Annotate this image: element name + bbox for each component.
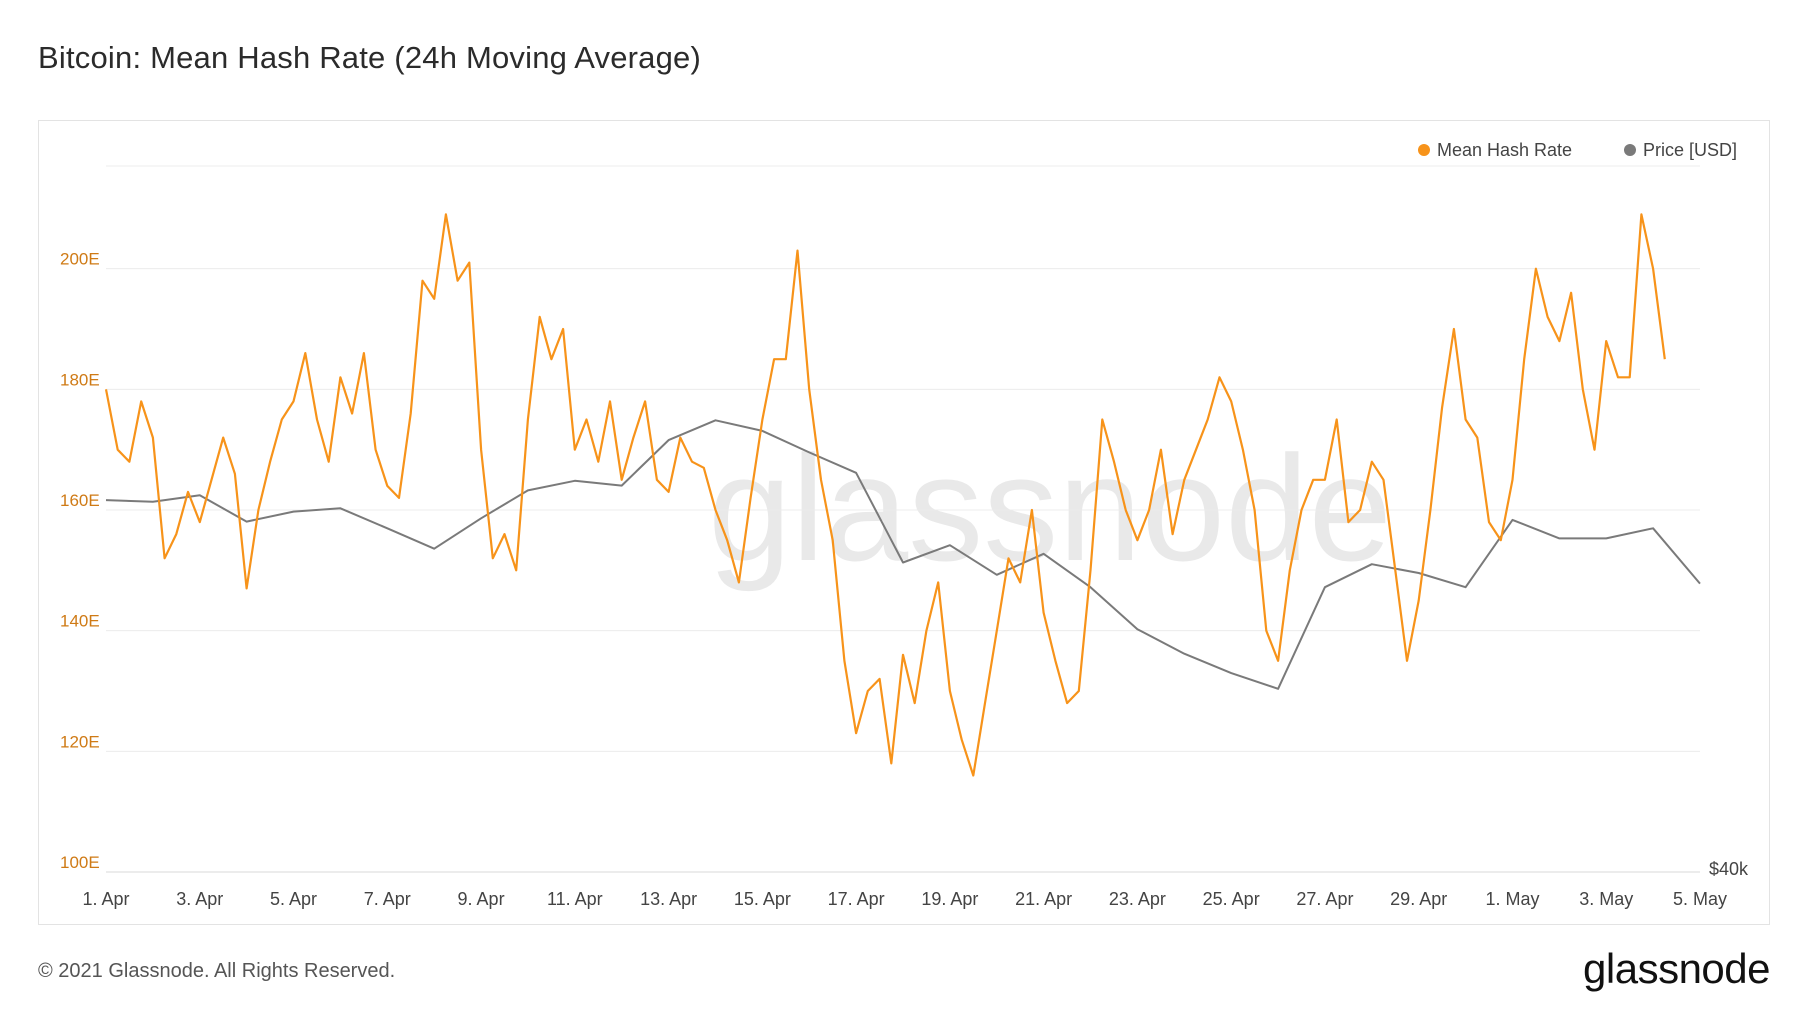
footer-copyright: © 2021 Glassnode. All Rights Reserved. — [38, 960, 396, 982]
series-line-price-usd — [105, 419, 1701, 690]
y-tick-label: 100E — [60, 853, 100, 872]
y-axis-left: 100E 120E 140E 160E 180E 200E — [60, 250, 100, 872]
x-tick-label: 17. Apr — [828, 889, 885, 909]
x-tick-label: 5. May — [1673, 889, 1727, 909]
glassnode-logo: glassnode — [1583, 945, 1770, 992]
x-tick-label: 21. Apr — [1015, 889, 1072, 909]
chart-title: Bitcoin: Mean Hash Rate (24h Moving Aver… — [38, 40, 702, 75]
x-tick-label: 1. Apr — [82, 889, 129, 909]
grid-layer — [106, 165, 1700, 873]
legend-dot-icon — [1624, 144, 1636, 156]
legend-label: Price [USD] — [1643, 139, 1738, 160]
y-tick-label: 200E — [60, 250, 100, 269]
x-tick-label: 3. Apr — [176, 889, 223, 909]
y-right-tick-label: $40k — [1709, 859, 1749, 879]
x-tick-label: 23. Apr — [1109, 889, 1166, 909]
series-line-mean-hash-rate — [104, 213, 1666, 777]
watermark: glassnode — [708, 424, 1392, 592]
x-tick-label: 3. May — [1579, 889, 1633, 909]
y-tick-label: 160E — [60, 491, 100, 510]
legend-item-mean-hash-rate[interactable]: Mean Hash Rate — [1418, 138, 1572, 162]
x-tick-label: 19. Apr — [921, 889, 978, 909]
x-tick-label: 5. Apr — [270, 889, 317, 909]
x-tick-label: 25. Apr — [1203, 889, 1260, 909]
series-layer — [104, 213, 1701, 777]
x-tick-label: 1. May — [1485, 889, 1539, 909]
legend-label: Mean Hash Rate — [1437, 139, 1573, 160]
legend-item-price-usd[interactable]: Price [USD] — [1624, 138, 1737, 162]
y-tick-label: 140E — [60, 612, 100, 631]
x-tick-label: 15. Apr — [734, 889, 791, 909]
x-tick-label: 29. Apr — [1390, 889, 1447, 909]
x-tick-label: 7. Apr — [364, 889, 411, 909]
legend-dot-icon — [1418, 144, 1430, 156]
x-axis: 1. Apr 3. Apr 5. Apr 7. Apr 9. Apr 11. Apr 13.… — [82, 889, 1727, 909]
x-tick-label: 13. Apr — [640, 889, 697, 909]
x-tick-label: 27. Apr — [1296, 889, 1353, 909]
chart-frame — [38, 120, 1770, 925]
y-tick-label: 120E — [60, 732, 100, 751]
x-tick-label: 11. Apr — [547, 889, 603, 909]
x-tick-label: 9. Apr — [458, 889, 505, 909]
y-tick-label: 180E — [60, 370, 100, 389]
